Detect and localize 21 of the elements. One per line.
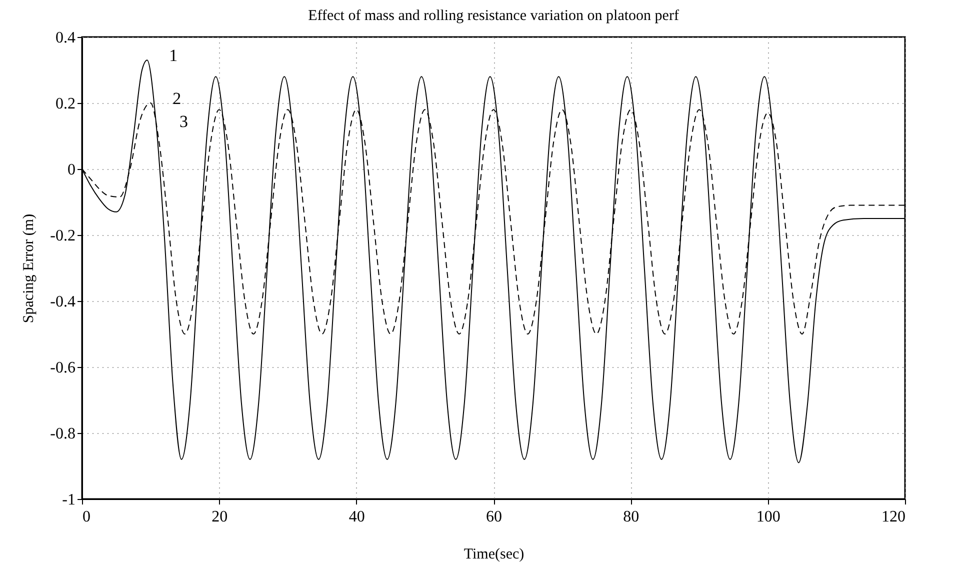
y-tick-label: 0.2	[56, 96, 76, 112]
y-tick-label: -0.6	[50, 360, 76, 376]
y-tick-label: 0	[68, 162, 76, 178]
x-tick-label: 100	[756, 508, 780, 526]
x-tick-label: 0	[82, 508, 90, 526]
x-tick-label: 40	[348, 508, 365, 526]
x-axis-title: Time(sec)	[464, 546, 524, 562]
chart-title: Effect of mass and rolling resistance variation on platoon perf	[308, 8, 679, 24]
x-tick-label: 60	[486, 508, 502, 526]
x-tick-label: 120	[882, 508, 906, 526]
annotation: 2	[172, 89, 182, 108]
y-tick-label: -0.8	[50, 426, 76, 442]
y-tick-label: -1	[62, 492, 76, 508]
x-tick-label: 80	[623, 508, 640, 526]
y-tick-label: -0.2	[50, 228, 76, 244]
x-tick-label: 20	[212, 508, 228, 526]
y-tick-label: 0.4	[56, 30, 76, 46]
y-tick-label: -0.4	[50, 294, 76, 310]
y-axis-title: Spacing Error (m)	[21, 214, 38, 324]
annotation: 1	[169, 46, 178, 66]
annotation: 3	[179, 112, 188, 132]
